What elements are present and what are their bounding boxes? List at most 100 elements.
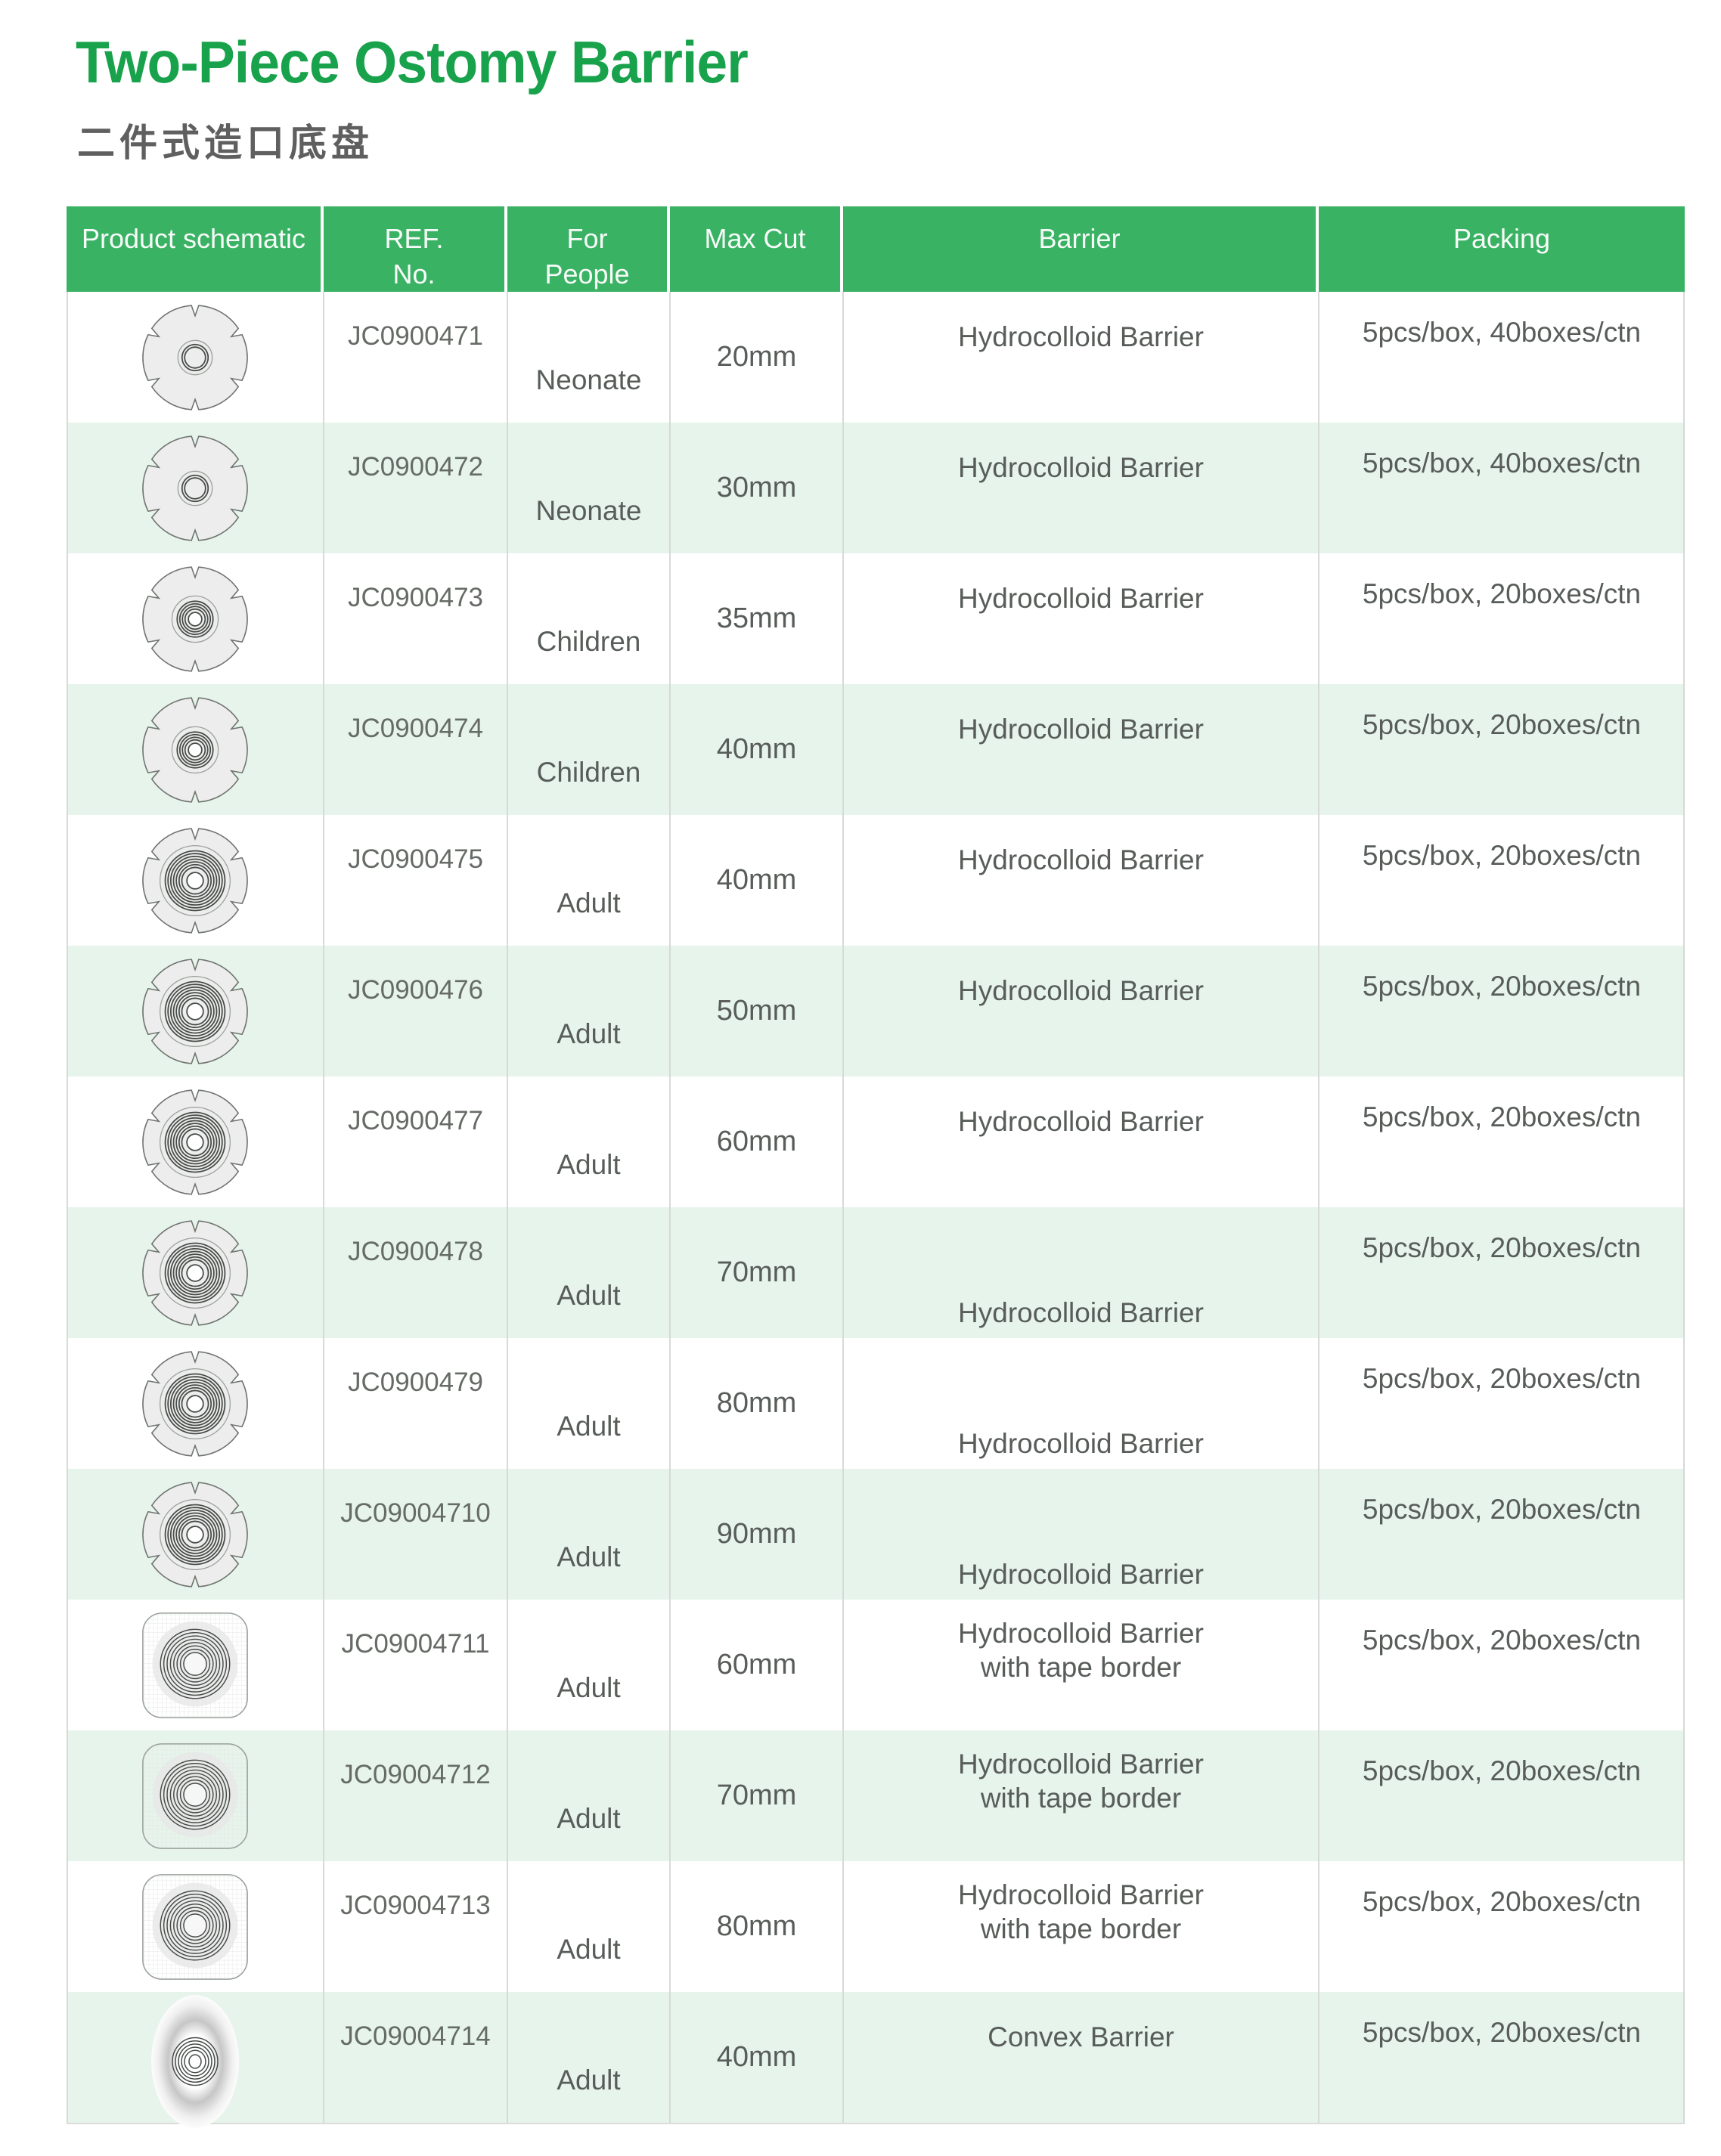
for-people: Adult <box>557 2065 621 2096</box>
scalloped-barrier-icon <box>139 559 251 679</box>
scalloped-barrier-icon <box>139 1475 251 1594</box>
product-schematic-cell <box>67 1730 324 1861</box>
max-cut-cell: 60mm <box>670 1076 843 1207</box>
header-label: No. <box>392 259 436 290</box>
scalloped-barrier-icon <box>139 952 251 1071</box>
barrier-type-cell: Hydrocolloid Barrier <box>843 684 1319 815</box>
product-schematic-cell <box>67 292 324 423</box>
packing-cell: 5pcs/box, 20boxes/ctn <box>1319 1600 1685 1730</box>
barrier-type: Hydrocolloid Barrier <box>958 714 1204 745</box>
product-schematic-cell <box>67 684 324 815</box>
barrier-type-cell: Hydrocolloid Barrier <box>843 946 1319 1076</box>
product-schematic-cell <box>67 1338 324 1469</box>
for-people-cell: Adult <box>507 1992 670 2131</box>
for-people-cell: Neonate <box>507 423 670 553</box>
packing: 5pcs/box, 20boxes/ctn <box>1362 2017 1642 2049</box>
for-people: Adult <box>557 1803 621 1835</box>
table-row: JC0900471 Neonate 20mm Hydrocolloid Barr… <box>67 292 1685 423</box>
ref-no-cell: JC09004714 <box>324 1992 507 2131</box>
table-header: Product schematic REF. No. For People Max … <box>67 206 1685 293</box>
max-cut: 40mm <box>716 2041 797 2074</box>
ref-no-cell: JC0900477 <box>324 1076 507 1207</box>
barrier-type: Hydrocolloid Barrier <box>958 975 1204 1007</box>
barrier-type: Hydrocolloid Barrier <box>958 452 1204 484</box>
product-table: Product schematic REF. No. For People Max … <box>67 206 1685 2129</box>
barrier-type-cell: Convex Barrier <box>843 1992 1319 2131</box>
product-schematic-cell <box>67 553 324 684</box>
packing: 5pcs/box, 20boxes/ctn <box>1362 1232 1642 1264</box>
ref-no: JC09004710 <box>340 1498 491 1529</box>
barrier-type: Hydrocolloid Barrier <box>958 1428 1204 1460</box>
ref-no-cell: JC0900475 <box>324 815 507 946</box>
ref-no: JC0900476 <box>347 975 484 1005</box>
max-cut-cell: 40mm <box>670 1992 843 2131</box>
packing-cell: 5pcs/box, 20boxes/ctn <box>1319 1730 1685 1861</box>
max-cut: 70mm <box>716 1256 797 1289</box>
header-max-cut: Max Cut <box>670 206 843 293</box>
product-schematic-cell <box>67 1076 324 1207</box>
max-cut: 50mm <box>716 995 797 1027</box>
table-row: JC0900474 Children 40mm Hydrocolloid Bar… <box>67 684 1685 816</box>
barrier-type: Hydrocolloid Barrier with tape border <box>958 1879 1204 1945</box>
max-cut: 60mm <box>716 1126 797 1158</box>
tape-border-barrier-icon <box>140 1741 250 1851</box>
max-cut-cell: 20mm <box>670 292 843 423</box>
table-row: JC0900479 Adult 80mm Hydrocolloid Barrie… <box>67 1338 1685 1470</box>
ref-no: JC0900475 <box>347 844 484 875</box>
for-people-cell: Children <box>507 553 670 684</box>
packing-cell: 5pcs/box, 20boxes/ctn <box>1319 1992 1685 2131</box>
for-people: Children <box>536 626 641 658</box>
scalloped-barrier-icon <box>139 1344 251 1464</box>
barrier-type-cell: Hydrocolloid Barrier <box>843 815 1319 946</box>
table-row: JC0900475 Adult 40mm Hydrocolloid Barrie… <box>67 815 1685 946</box>
barrier-type-cell: Hydrocolloid Barrier with tape border <box>843 1861 1319 1992</box>
barrier-type: Hydrocolloid Barrier with tape border <box>958 1618 1204 1684</box>
column-divider <box>1683 292 1685 2123</box>
table-row: JC09004713 Adult 80mm Hydrocolloid Barri… <box>67 1861 1685 1993</box>
for-people: Children <box>536 757 641 788</box>
for-people: Adult <box>557 1541 621 1573</box>
packing-cell: 5pcs/box, 20boxes/ctn <box>1319 684 1685 815</box>
ref-no-cell: JC0900473 <box>324 553 507 684</box>
convex-barrier-icon <box>148 1992 242 2131</box>
product-schematic-cell <box>67 1207 324 1338</box>
page-title: Two-Piece Ostomy Barrier <box>76 29 749 95</box>
tape-border-barrier-icon <box>140 1610 250 1721</box>
packing: 5pcs/box, 40boxes/ctn <box>1362 448 1642 479</box>
max-cut: 70mm <box>716 1780 797 1812</box>
max-cut-cell: 70mm <box>670 1207 843 1338</box>
packing: 5pcs/box, 20boxes/ctn <box>1362 1494 1642 1526</box>
barrier-type-cell: Hydrocolloid Barrier <box>843 1207 1319 1338</box>
scalloped-barrier-icon <box>139 1213 251 1333</box>
for-people: Adult <box>557 1934 621 1965</box>
ref-no-cell: JC0900478 <box>324 1207 507 1338</box>
packing-cell: 5pcs/box, 40boxes/ctn <box>1319 292 1685 423</box>
max-cut: 30mm <box>716 472 797 504</box>
column-divider <box>507 292 508 2123</box>
table-row: JC0900473 Children 35mm Hydrocolloid Bar… <box>67 553 1685 685</box>
ref-no-cell: JC09004713 <box>324 1861 507 1992</box>
packing: 5pcs/box, 20boxes/ctn <box>1362 1625 1642 1656</box>
packing-cell: 5pcs/box, 20boxes/ctn <box>1319 1861 1685 1992</box>
max-cut: 40mm <box>716 864 797 897</box>
packing-cell: 5pcs/box, 20boxes/ctn <box>1319 553 1685 684</box>
product-schematic-cell <box>67 1861 324 1992</box>
packing: 5pcs/box, 20boxes/ctn <box>1362 1363 1642 1395</box>
header-label: For <box>566 223 608 255</box>
ref-no: JC0900479 <box>347 1368 484 1398</box>
max-cut-cell: 50mm <box>670 946 843 1076</box>
table-row: JC0900478 Adult 70mm Hydrocolloid Barrie… <box>67 1207 1685 1339</box>
packing: 5pcs/box, 20boxes/ctn <box>1362 1101 1642 1133</box>
column-divider <box>842 292 844 2123</box>
ref-no: JC0900477 <box>347 1106 484 1136</box>
barrier-type-cell: Hydrocolloid Barrier <box>843 553 1319 684</box>
for-people: Neonate <box>535 364 642 396</box>
for-people-cell: Adult <box>507 1730 670 1861</box>
page-subtitle: 二件式造口底盘 <box>77 122 374 165</box>
barrier-type-cell: Hydrocolloid Barrier <box>843 1338 1319 1469</box>
ref-no-cell: JC0900472 <box>324 423 507 553</box>
header-ref-no: REF. No. <box>324 206 507 293</box>
for-people-cell: Children <box>507 684 670 815</box>
for-people: Adult <box>557 1149 621 1181</box>
barrier-type-cell: Hydrocolloid Barrier <box>843 423 1319 553</box>
